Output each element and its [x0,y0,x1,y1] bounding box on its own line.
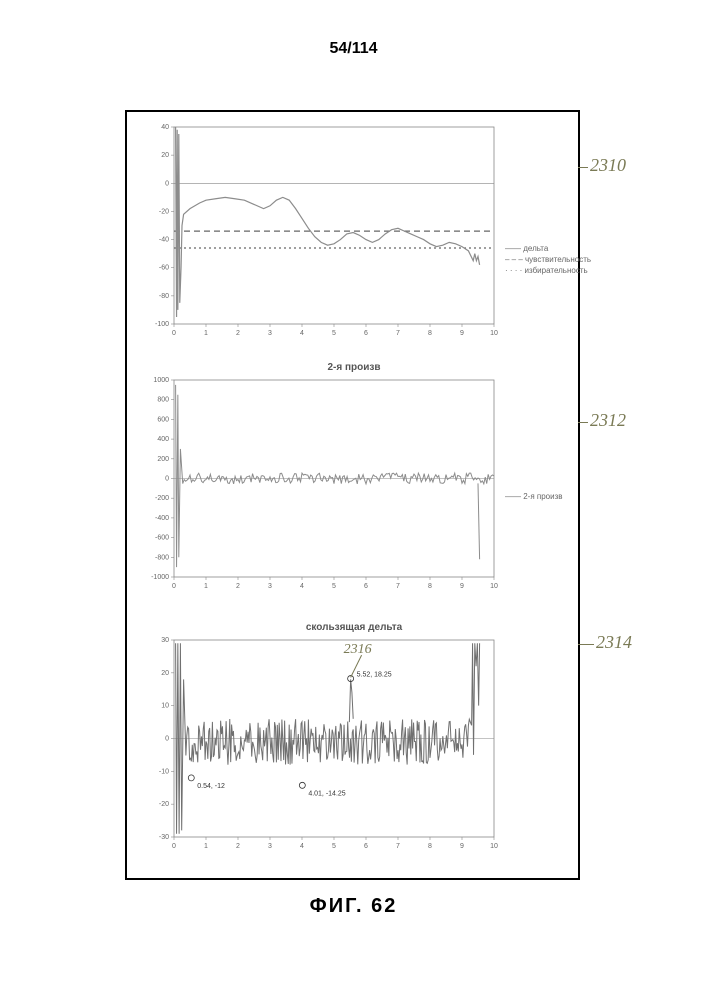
svg-text:0: 0 [165,476,169,483]
svg-text:-800: -800 [155,554,169,561]
svg-text:-1000: -1000 [151,574,169,581]
svg-text:0.54, -12: 0.54, -12 [197,783,225,790]
legend-item: —— 2-я произв [505,492,563,501]
svg-text:10: 10 [490,583,498,590]
svg-text:40: 40 [161,124,169,131]
svg-text:-400: -400 [155,515,169,522]
figure-caption: ФИГ. 62 [0,895,707,918]
chart-movdelta-svg: -30 -20 -10 0 10 20 30 0 1 2 3 4 5 6 7 8 9 10 0.54, -12 4.0… [139,635,499,855]
svg-text:4: 4 [300,583,304,590]
chart-deriv2-title: 2-я произв [139,360,569,375]
chart-movdelta: скользящая дельта -30 -20 -10 0 10 20 30 0 1 2 3 4 5… [139,620,569,855]
svg-text:7: 7 [396,843,400,850]
legend-item: · · · · избирательность [505,266,591,275]
svg-text:5: 5 [332,330,336,337]
svg-text:5: 5 [332,583,336,590]
chart-deriv2-legend: —— 2-я произв [505,490,563,503]
svg-text:-600: -600 [155,535,169,542]
chart-deriv2: 2-я произв -1000 -800 -600 -400 -200 0 200 400 6… [139,360,569,595]
legend-item: —— дельта [505,244,591,253]
svg-text:9: 9 [460,843,464,850]
svg-text:2: 2 [236,583,240,590]
chart-delta-svg: -100 -80 -60 -40 -20 0 20 40 0 1 2 3 4 5 6 7 8 9 10 [139,122,499,342]
svg-text:2: 2 [236,330,240,337]
figure-frame: -100-80-60-40-2002040012345678910 —— дел… [125,110,580,880]
ref-label-2310: 2310 [590,155,626,176]
ref-label-2312: 2312 [590,410,626,431]
svg-text:9: 9 [460,583,464,590]
legend-item: – – – чувствительность [505,255,591,264]
svg-text:9: 9 [460,330,464,337]
svg-text:5.52, 18.25: 5.52, 18.25 [357,672,392,679]
svg-text:0: 0 [165,736,169,743]
svg-text:4.01, -14.25: 4.01, -14.25 [308,790,345,797]
svg-text:3: 3 [268,330,272,337]
svg-text:30: 30 [161,637,169,644]
svg-text:5: 5 [332,843,336,850]
svg-text:3: 3 [268,583,272,590]
chart-delta: -100 -80 -60 -40 -20 0 20 40 0 1 2 3 4 5 6 7 8 9 10 [139,122,569,342]
svg-text:-20: -20 [159,801,169,808]
svg-text:4: 4 [300,330,304,337]
svg-text:-60: -60 [159,265,169,272]
svg-text:1: 1 [204,843,208,850]
svg-text:0: 0 [165,180,169,187]
ref-label-2314: 2314 [596,632,632,653]
svg-text:8: 8 [428,330,432,337]
svg-text:4: 4 [300,843,304,850]
svg-text:10: 10 [490,330,498,337]
svg-text:-30: -30 [159,834,169,841]
ref-leader-2310 [578,167,588,168]
svg-text:20: 20 [161,152,169,159]
chart-deriv2-svg: -1000 -800 -600 -400 -200 0 200 400 600 800 1000 0 1… [139,375,499,595]
svg-text:6: 6 [364,583,368,590]
svg-text:-100: -100 [155,321,169,328]
svg-text:1000: 1000 [153,377,169,384]
svg-text:2316: 2316 [344,642,372,657]
svg-text:600: 600 [157,416,169,423]
chart-movdelta-title: скользящая дельта [139,620,569,635]
page-number: 54/114 [0,0,707,58]
svg-text:6: 6 [364,330,368,337]
svg-text:-10: -10 [159,768,169,775]
svg-text:7: 7 [396,583,400,590]
svg-text:-40: -40 [159,237,169,244]
svg-text:3: 3 [268,843,272,850]
svg-text:6: 6 [364,843,368,850]
svg-text:-80: -80 [159,293,169,300]
ref-leader-2312 [578,422,588,423]
svg-text:-20: -20 [159,208,169,215]
svg-text:20: 20 [161,670,169,677]
svg-text:0: 0 [172,583,176,590]
svg-text:800: 800 [157,397,169,404]
svg-text:0: 0 [172,843,176,850]
svg-text:10: 10 [490,843,498,850]
svg-text:200: 200 [157,456,169,463]
chart-delta-legend: —— дельта – – – чувствительность · · · · и… [505,242,591,277]
ref-leader-2314 [578,644,594,645]
svg-text:8: 8 [428,583,432,590]
svg-text:8: 8 [428,843,432,850]
svg-text:-200: -200 [155,495,169,502]
svg-text:1: 1 [204,583,208,590]
svg-text:10: 10 [161,703,169,710]
svg-text:1: 1 [204,330,208,337]
svg-text:7: 7 [396,330,400,337]
svg-text:0: 0 [172,330,176,337]
page: 54/114 -100-80-60-40-2002040012345678910… [0,0,707,1000]
svg-text:2: 2 [236,843,240,850]
svg-text:400: 400 [157,436,169,443]
